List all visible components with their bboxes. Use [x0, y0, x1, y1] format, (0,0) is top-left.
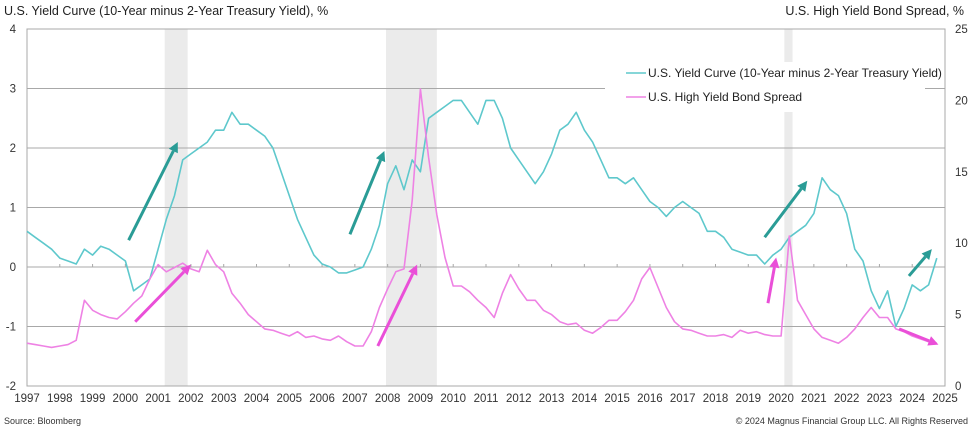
y-left-tick-label: 1	[10, 203, 16, 215]
x-tick-label: 2019	[735, 393, 761, 405]
x-tick-label: 2006	[309, 393, 335, 405]
x-tick-label: 2009	[408, 393, 434, 405]
x-tick-label: 2020	[768, 393, 794, 405]
x-tick-label: 2013	[539, 393, 565, 405]
arrow-shaft	[898, 327, 930, 343]
x-tick-label: 2002	[178, 393, 204, 405]
x-tick-label: 1997	[14, 393, 40, 405]
hy-spread-arrow	[898, 327, 939, 346]
y-left-tick-label: 0	[10, 262, 16, 274]
x-tick-label: 2016	[637, 393, 663, 405]
x-axis: 1997 1998 1999 2000 2001 2002 2003 2004 2005 2006…	[14, 393, 958, 405]
x-tick-label: 2003	[211, 393, 237, 405]
left-y-axis: -2 -1 0 1 2 3 4	[6, 24, 17, 393]
x-tick-label: 2000	[113, 393, 139, 405]
y-right-tick-label: 5	[955, 310, 961, 322]
arrow-shaft	[766, 267, 776, 304]
arrow-head	[797, 180, 808, 192]
y-right-tick-label: 20	[955, 95, 968, 107]
x-tick-label: 2007	[342, 393, 368, 405]
yield-curve-arrow	[907, 249, 932, 277]
x-tick-label: 2008	[375, 393, 401, 405]
arrow-head	[168, 142, 178, 154]
y-right-tick-label: 10	[955, 238, 968, 250]
x-tick-label: 2012	[506, 393, 532, 405]
trend-arrows	[127, 142, 939, 347]
x-tick-label: 2025	[932, 393, 958, 405]
x-tick-label: 2014	[572, 393, 598, 405]
y-left-tick-label: 2	[10, 143, 16, 155]
series-lines	[26, 88, 938, 349]
legend-background	[605, 62, 925, 112]
right-y-axis: 0 5 10 15 20 25	[955, 24, 968, 393]
y-left-tick-label: 3	[10, 84, 16, 96]
x-tick-label: 2004	[244, 393, 270, 405]
source-note: Source: Bloomberg	[4, 416, 82, 426]
y-right-tick-label: 15	[955, 167, 968, 179]
legend-label-hy-spread: U.S. High Yield Bond Spread	[648, 90, 802, 104]
yield-curve-line	[26, 99, 938, 328]
hy-spread-line	[26, 88, 937, 349]
y-right-tick-label: 25	[955, 24, 968, 36]
chart: 1997 1998 1999 2000 2001 2002 2003 2004 2005 2006…	[6, 24, 968, 405]
left-axis-title: U.S. Yield Curve (10-Year minus 2-Year T…	[4, 4, 329, 18]
arrow-shaft	[134, 270, 186, 323]
right-axis-title: U.S. High Yield Bond Spread, %	[785, 4, 964, 18]
yield-curve-arrow	[763, 180, 808, 239]
yield-curve-arrow	[127, 142, 178, 241]
plot-frame	[26, 28, 946, 387]
y-right-tick-label: 0	[955, 381, 961, 393]
arrow-shaft	[348, 159, 382, 235]
arrow-head	[927, 336, 939, 346]
yield-curve-arrow	[348, 150, 386, 235]
arrow-shaft	[127, 150, 175, 241]
arrow-head	[375, 150, 386, 163]
hy-spread-arrow	[766, 257, 780, 304]
y-left-tick-label: -2	[6, 381, 16, 393]
y-left-tick-label: -1	[6, 322, 16, 334]
arrow-head	[921, 249, 932, 260]
x-tick-label: 1998	[47, 393, 73, 405]
arrow-head	[180, 264, 191, 276]
x-tick-label: 2015	[604, 393, 630, 405]
arrow-head	[769, 257, 780, 269]
arrow-shaft	[763, 187, 803, 239]
legend: U.S. Yield Curve (10-Year minus 2-Year T…	[605, 62, 942, 112]
x-tick-label: 2001	[145, 393, 171, 405]
arrow-shaft	[376, 272, 415, 347]
x-tick-label: 2018	[703, 393, 729, 405]
x-tick-label: 2010	[440, 393, 466, 405]
x-tick-label: 2017	[670, 393, 696, 405]
x-tick-label: 2023	[867, 393, 893, 405]
hy-spread-arrow	[376, 264, 418, 347]
x-tick-label: 2011	[474, 393, 499, 405]
arrow-shaft	[907, 255, 927, 277]
hy-spread-arrow	[134, 264, 191, 323]
arrow-head	[408, 264, 418, 276]
x-tick-label: 1999	[80, 393, 106, 405]
x-tick-label: 2005	[276, 393, 302, 405]
x-tick-label: 2021	[801, 393, 827, 405]
copyright-note: © 2024 Magnus Financial Group LLC. All R…	[735, 416, 968, 426]
y-left-tick-label: 4	[10, 24, 17, 36]
x-tick-label: 2022	[834, 393, 860, 405]
x-tick-label: 2024	[899, 393, 925, 405]
legend-label-yield-curve: U.S. Yield Curve (10-Year minus 2-Year T…	[648, 66, 942, 80]
